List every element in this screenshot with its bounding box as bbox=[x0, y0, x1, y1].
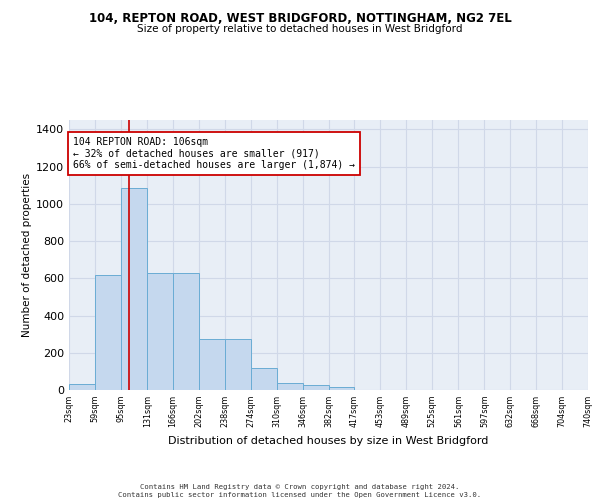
Text: 104 REPTON ROAD: 106sqm
← 32% of detached houses are smaller (917)
66% of semi-d: 104 REPTON ROAD: 106sqm ← 32% of detache… bbox=[73, 137, 355, 170]
Bar bbox=[277, 382, 303, 390]
Bar bbox=[199, 339, 224, 390]
Text: Size of property relative to detached houses in West Bridgford: Size of property relative to detached ho… bbox=[137, 24, 463, 34]
Bar bbox=[69, 384, 95, 390]
Bar bbox=[95, 276, 121, 390]
Text: 104, REPTON ROAD, WEST BRIDGFORD, NOTTINGHAM, NG2 7EL: 104, REPTON ROAD, WEST BRIDGFORD, NOTTIN… bbox=[89, 12, 511, 26]
Bar bbox=[224, 339, 251, 390]
Y-axis label: Number of detached properties: Number of detached properties bbox=[22, 173, 32, 337]
Bar bbox=[251, 368, 277, 390]
Bar bbox=[147, 272, 173, 390]
X-axis label: Distribution of detached houses by size in West Bridgford: Distribution of detached houses by size … bbox=[169, 436, 488, 446]
Bar bbox=[303, 386, 329, 390]
Bar bbox=[329, 387, 354, 390]
Bar bbox=[121, 188, 147, 390]
Text: Contains HM Land Registry data © Crown copyright and database right 2024.
Contai: Contains HM Land Registry data © Crown c… bbox=[118, 484, 482, 498]
Bar bbox=[173, 272, 199, 390]
